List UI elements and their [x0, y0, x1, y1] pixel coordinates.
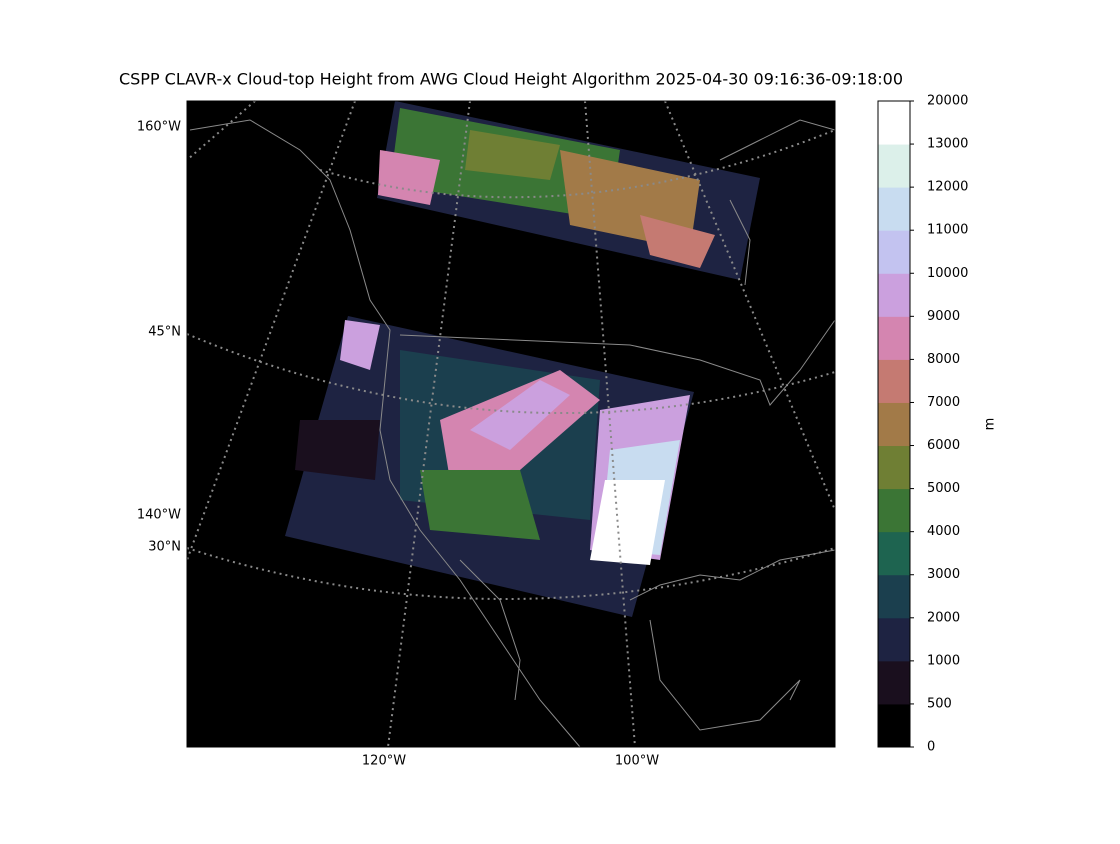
cloud-patch: [295, 420, 380, 480]
colorbar-tick-label: 3000: [927, 567, 960, 582]
colorbar-segment: [878, 359, 910, 403]
colorbar-segment: [878, 488, 910, 533]
graticule-label: 120°W: [362, 754, 406, 769]
border: [399, 319, 836, 406]
colorbar-segment: [878, 703, 910, 748]
meridian: [664, 100, 836, 511]
colorbar-segment: [878, 230, 910, 274]
colorbar-tick-label: 12000: [927, 180, 968, 195]
colorbar-segment: [878, 445, 910, 490]
map-frame: [186, 100, 836, 748]
colorbar-segment: [878, 144, 910, 188]
cloud-patch: [590, 480, 665, 565]
coastline: [729, 199, 751, 286]
cloud-patch: [470, 380, 570, 450]
colorbar-tick-label: 8000: [927, 352, 960, 367]
graticule-label: 160°W: [137, 120, 181, 135]
coastline: [189, 119, 581, 748]
graticule-label: 100°W: [615, 754, 659, 769]
cloud-patch: [640, 215, 715, 268]
cloud-patch: [465, 130, 560, 180]
colorbar-segment: [878, 660, 910, 705]
colorbar-segment: [878, 187, 910, 231]
colorbar-tick-label: 5000: [927, 481, 960, 496]
colorbar-tick-label: 1000: [927, 653, 960, 668]
colorbar-tick-label: 9000: [927, 309, 960, 324]
colorbar-tick-label: 500: [927, 696, 952, 711]
graticule-label: 45°N: [148, 325, 181, 340]
colorbar-segment: [878, 316, 910, 360]
colorbar-tick-label: 4000: [927, 524, 960, 539]
colorbar-tick-label: 2000: [927, 610, 960, 625]
cloud-patch: [340, 320, 380, 370]
colorbar-segment: [878, 402, 910, 447]
cloud-patch: [378, 150, 440, 205]
colorbar-tick-label: 6000: [927, 438, 960, 453]
colorbar-tick-label: 10000: [927, 266, 968, 281]
cloud-patch: [420, 470, 540, 540]
colorbar-tick-label: 20000: [927, 94, 968, 109]
colorbar-frame: [877, 100, 911, 748]
colorbar-segment: [878, 531, 910, 576]
coastline: [649, 619, 801, 731]
coastline: [459, 559, 521, 701]
colorbar-segment: [878, 617, 910, 662]
colorbar-tick-label: 7000: [927, 395, 960, 410]
parallel: [186, 333, 836, 415]
coastline: [719, 119, 836, 161]
colorbar-segment: [878, 273, 910, 317]
colorbar: 0 500 1000 2000 3000 4000 5000 6000 7000 8000 9000…: [877, 94, 968, 755]
map-panel: [186, 100, 836, 748]
graticule-label: 30°N: [148, 540, 181, 555]
colorbar-segment: [878, 574, 910, 619]
colorbar-segment: [878, 101, 910, 145]
graticule-label: 140°W: [137, 508, 181, 523]
colorbar-tick-label: 11000: [927, 223, 968, 238]
meridian: [387, 100, 471, 748]
map-title: CSPP CLAVR-x Cloud-top Height from AWG C…: [119, 70, 903, 89]
colorbar-label: m: [983, 418, 998, 431]
colorbar-tick-label: 0: [927, 740, 935, 755]
colorbar-tick-label: 13000: [927, 137, 968, 152]
